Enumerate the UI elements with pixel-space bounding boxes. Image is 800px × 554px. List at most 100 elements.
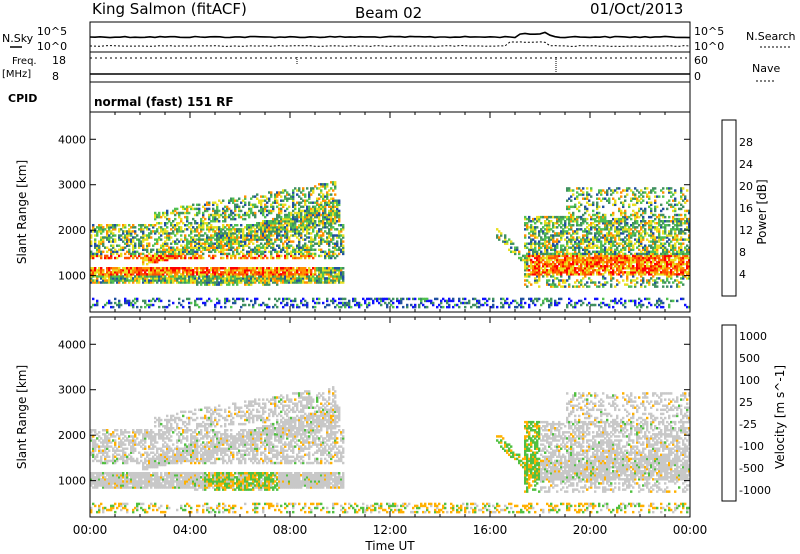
power-cell [328,209,331,213]
power-cell [308,275,311,278]
power-cell [332,209,335,213]
power-cell [548,246,551,249]
power-cell [174,273,177,276]
power-cell [90,254,93,258]
power-cell [198,238,201,241]
power-cell [288,271,291,274]
power-cell [200,238,203,241]
power-cell [224,217,227,221]
power-cell [100,242,103,245]
power-cell [442,297,445,301]
power-cell [586,252,589,256]
power-cell [246,236,249,239]
power-cell [132,281,135,284]
power-cell [566,242,569,245]
power-cell [572,265,575,268]
power-cell [174,240,177,243]
power-cell [354,303,357,307]
power-cell [312,277,315,280]
power-cell [588,269,591,272]
power-cell [554,265,557,268]
power-cell [544,248,547,252]
power-cell [578,187,581,190]
power-cell [552,283,555,286]
power-cell [196,297,199,301]
power-cell [524,279,527,282]
power-cell [314,281,317,284]
power-cell [280,230,283,233]
power-cell [452,305,455,309]
power-cell [204,248,207,252]
power-cell [126,267,129,270]
power-cell [190,281,193,284]
power-cell [108,240,111,243]
power-cell [524,222,527,225]
power-cell [386,297,389,301]
power-cell [590,242,593,245]
power-cell [302,254,305,258]
power-cell [320,191,323,194]
power-cell [276,254,279,258]
power-cell [264,205,267,209]
power-cell [584,283,587,286]
power-cell [326,197,329,200]
power-cell [582,193,585,196]
power-cell [290,234,293,237]
power-cell [332,222,335,225]
power-cell [366,303,369,307]
power-cell [234,209,237,213]
power-cell [224,279,227,282]
power-cell [246,256,249,260]
power-cell [306,209,309,213]
power-cell [614,240,617,243]
power-cell [492,303,495,307]
power-cell [238,197,241,200]
power-cell [182,230,185,233]
power-cell [298,277,301,280]
power-cell [310,248,313,252]
power-cell [620,242,623,245]
power-cell [570,256,573,260]
power-cell [524,265,527,268]
power-cell [130,240,133,243]
power-cell [218,226,221,229]
power-cell [342,271,345,274]
power-cell [170,250,173,254]
power-cell [332,183,335,186]
power-cell [164,222,167,225]
power-cell [262,267,265,270]
power-cell [172,256,175,260]
power-cell [630,273,633,276]
power-cell [288,230,291,233]
power-cell [548,262,551,266]
power-cell [580,265,583,268]
power-cell [638,297,641,301]
power-cell [614,262,617,266]
power-cell [342,234,345,237]
power-cell [300,256,303,260]
power-cell [630,256,633,260]
power-cell [638,236,641,239]
power-cell [146,277,149,280]
power-cell [562,260,565,264]
power-cell [628,238,631,241]
power-cell [316,197,319,200]
power-cell [624,301,627,305]
power-cell [112,226,115,229]
power-cell [200,244,203,247]
power-cell [296,201,299,204]
power-cell [592,244,595,247]
power-cell [206,201,209,204]
power-cell [360,303,363,307]
power-cell [580,271,583,274]
power-cell [108,273,111,276]
power-cell [106,224,109,227]
power-cell [250,256,253,260]
power-cell [264,195,267,198]
power-cell [608,242,611,245]
power-cell [514,299,517,303]
power-cell [588,285,591,288]
power-cell [610,224,613,227]
power-cell [278,267,281,270]
power-cell [148,252,151,256]
